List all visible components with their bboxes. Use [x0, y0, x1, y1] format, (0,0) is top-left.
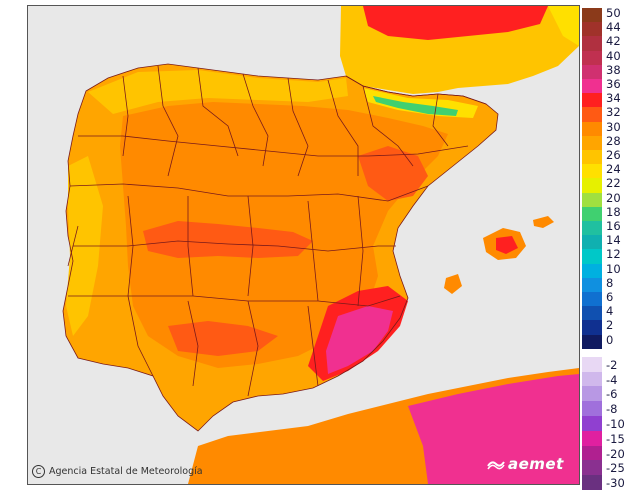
legend-label: 4 — [606, 304, 614, 319]
legend-swatch — [582, 50, 602, 65]
legend-swatch — [582, 8, 602, 23]
ebro-valley-hot — [358, 146, 428, 201]
temperature-legend: 50 44 42 40 38 36 34 32 30 28 26 24 22 20 18 16 14 12 10 8 6… — [580, 6, 628, 491]
legend-label: -2 — [606, 357, 618, 372]
legend-swatch — [582, 121, 602, 136]
legend-swatch — [582, 371, 602, 387]
legend-label: 6 — [606, 290, 614, 304]
france-hot-area — [363, 6, 548, 40]
legend-swatch — [582, 356, 602, 372]
france-spain-border — [345, 75, 487, 105]
agency-credit: C Agencia Estatal de Meteorología — [32, 465, 203, 478]
legend-label: -25 — [606, 461, 625, 476]
legend-label: -4 — [606, 372, 618, 387]
legend-swatch — [582, 64, 602, 79]
legend-label: 26 — [606, 148, 621, 162]
legend-label: -20 — [606, 446, 625, 461]
legend-label: 20 — [606, 190, 621, 205]
legend-label: 2 — [606, 318, 614, 333]
legend-label: 16 — [606, 219, 621, 233]
copyright-icon: C — [32, 465, 45, 478]
legend-label: -8 — [606, 402, 618, 417]
guadalquivir-hot — [168, 321, 278, 356]
legend-label: 32 — [606, 105, 621, 120]
legend-label: 28 — [606, 133, 621, 148]
aemet-logo: aemet — [487, 455, 564, 473]
legend-swatch — [582, 263, 602, 278]
menorca-island — [533, 216, 554, 228]
legend-label: 38 — [606, 62, 621, 77]
legend-swatch — [582, 164, 602, 179]
legend-swatch — [582, 221, 602, 236]
legend-swatch — [582, 445, 602, 461]
legend-swatch — [582, 249, 602, 264]
france-cool-area — [548, 6, 579, 46]
legend-label: 12 — [606, 247, 621, 262]
temperature-map — [27, 5, 580, 485]
legend-label: -30 — [606, 476, 625, 491]
ibiza-island — [444, 274, 462, 294]
legend-swatch — [582, 93, 602, 108]
legend-swatch — [582, 416, 602, 431]
legend-swatch — [582, 235, 602, 250]
legend-label: 42 — [606, 34, 621, 49]
legend-swatch — [582, 206, 602, 221]
legend-label: 50 — [606, 6, 621, 20]
north-coast-mild — [88, 70, 348, 114]
legend-swatch — [582, 401, 602, 416]
legend-label: 44 — [606, 20, 621, 35]
legend-swatch — [582, 135, 602, 150]
legend-label: 0 — [606, 332, 614, 347]
mallorca-hot — [496, 236, 518, 254]
legend-label: 18 — [606, 204, 621, 219]
legend-swatch — [582, 292, 602, 307]
legend-swatch — [582, 107, 602, 122]
map-canvas — [28, 6, 579, 484]
legend-swatch — [582, 150, 602, 165]
legend-swatch — [582, 460, 602, 476]
legend-label: 10 — [606, 261, 621, 276]
southeast-max-zone — [326, 306, 393, 374]
legend-label: 8 — [606, 275, 614, 290]
legend-swatch — [582, 192, 602, 207]
legend-label: -15 — [606, 431, 625, 446]
north-africa-extreme — [408, 374, 579, 484]
legend-label: 30 — [606, 119, 621, 134]
legend-swatch — [582, 277, 602, 292]
legend-swatch — [582, 306, 602, 321]
legend-label: 34 — [606, 91, 621, 106]
legend-swatch — [582, 36, 602, 51]
legend-label: 22 — [606, 176, 621, 191]
legend-swatch — [582, 178, 602, 193]
legend-swatch — [582, 475, 602, 490]
pyrenees-mountain — [373, 96, 458, 116]
legend-swatch — [582, 79, 602, 94]
legend-swatch — [582, 386, 602, 402]
central-hot-band — [143, 221, 313, 258]
legend-label: 14 — [606, 233, 621, 248]
legend-swatch — [582, 334, 602, 349]
legend-label: -10 — [606, 417, 625, 431]
aemet-wave-icon — [487, 461, 505, 470]
legend-label: -6 — [606, 387, 618, 402]
province-borders — [62, 63, 499, 432]
legend-swatch — [582, 430, 602, 446]
legend-swatch — [582, 22, 602, 37]
legend-swatch — [582, 320, 602, 335]
legend-label: 40 — [606, 48, 621, 63]
aemet-wordmark: aemet — [508, 455, 564, 473]
legend-label: 36 — [606, 77, 621, 91]
agency-name: Agencia Estatal de Meteorología — [49, 466, 203, 477]
legend-label: 24 — [606, 162, 621, 177]
